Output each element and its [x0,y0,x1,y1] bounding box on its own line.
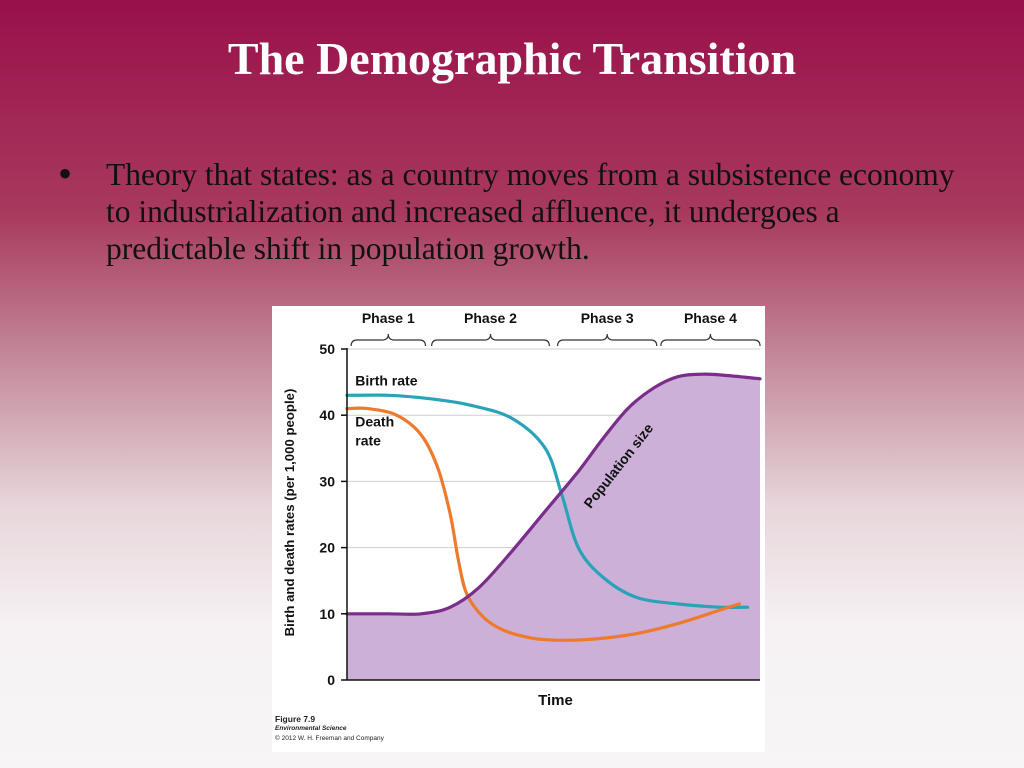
demographic-transition-figure: 0 10 20 30 40 50 Birth and death rates (per 1,… [272,306,765,752]
chart-svg: 0 10 20 30 40 50 Birth and death rates (per 1,… [282,310,762,709]
y-tick-label-20: 20 [319,540,335,556]
bullet-marker: • [58,151,73,196]
phase-brackets: Phase 1 Phase 2 Phase 3 Phase 4 [350,310,761,347]
population-size-line [345,372,762,616]
phase-bracket-3 [557,333,658,347]
slide-title: The Demographic Transition [227,33,797,84]
death-rate-label-line2: rate [355,432,381,448]
phase-label-2: Phase 2 [464,310,517,326]
death-rate-label-line1: Death [355,413,394,429]
bullet-text: Theory that states: as a country moves f… [106,157,955,266]
phase-label-3: Phase 3 [581,310,634,326]
y-axis-title: Birth and death rates (per 1,000 people) [282,389,297,637]
phase-bracket-1 [350,333,427,347]
caption-figure-number: Figure 7.9 [275,714,316,724]
y-tick-label-50: 50 [319,341,335,357]
figure-caption: Figure 7.9 Environmental Science © 2012 … [275,714,384,744]
axes: 0 10 20 30 40 50 Birth and death rates (per 1,… [282,341,760,709]
x-axis-title: Time [538,692,573,709]
caption-book-title: Environmental Science [275,725,347,732]
death-rate-line [345,406,741,642]
phase-label-1: Phase 1 [362,310,415,326]
y-tick-label-0: 0 [327,672,335,688]
series-lines [345,372,762,642]
birth-rate-label: Birth rate [355,372,417,388]
population-area [347,374,760,680]
death-rate-label: Death rate [355,413,394,448]
caption-copyright: © 2012 W. H. Freeman and Company [275,735,384,742]
y-tick-label-40: 40 [319,407,335,423]
y-tick-label-30: 30 [319,473,335,489]
population-size-area [347,374,760,680]
birth-rate-line [345,393,750,610]
phase-label-4: Phase 4 [684,310,737,326]
phase-bracket-2 [431,333,550,347]
y-tick-label-10: 10 [319,606,335,622]
phase-bracket-4 [660,333,761,347]
